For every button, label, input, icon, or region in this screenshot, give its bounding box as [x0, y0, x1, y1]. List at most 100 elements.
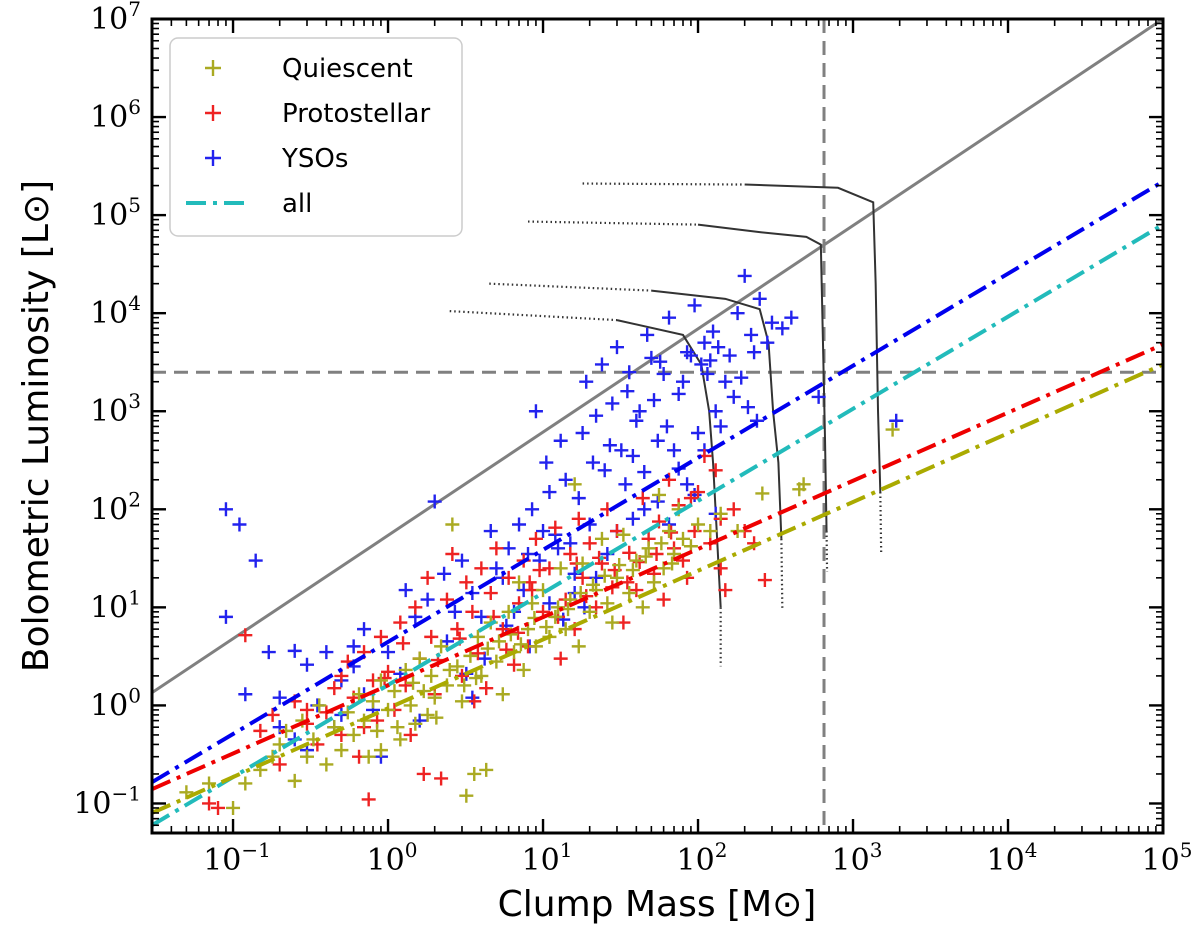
point-ysos: [662, 310, 677, 325]
point-protostellar: [467, 694, 482, 709]
point-ysos: [567, 566, 582, 581]
point-protostellar: [726, 502, 741, 517]
point-protostellar: [662, 472, 677, 487]
point-protostellar: [687, 524, 702, 539]
point-quiescent: [445, 517, 460, 532]
legend-label-quiescent: Quiescent: [282, 54, 413, 84]
point-ysos: [536, 524, 551, 539]
y-tick-label: 101: [90, 585, 141, 625]
point-ysos: [528, 404, 543, 419]
point-ysos: [740, 400, 755, 415]
point-quiescent: [703, 524, 718, 539]
point-ysos: [671, 386, 686, 401]
point-ysos: [218, 609, 233, 624]
point-ysos: [760, 335, 775, 350]
point-protostellar: [470, 646, 485, 661]
point-quiescent: [238, 776, 253, 791]
track-3-dotted: [527, 220, 699, 226]
point-protostellar: [489, 541, 504, 556]
point-protostellar: [575, 570, 590, 585]
track-1-dotted: [449, 310, 618, 322]
point-ysos: [427, 494, 442, 509]
fit-lines-layer: [152, 179, 1163, 827]
x-tick-label: 101: [522, 838, 573, 878]
point-quiescent: [479, 762, 494, 777]
point-quiescent: [179, 785, 194, 800]
point-ysos: [632, 404, 647, 419]
point-ysos: [474, 609, 489, 624]
point-quiescent: [539, 620, 554, 635]
point-ysos: [381, 645, 396, 660]
point-protostellar: [450, 622, 465, 637]
point-quiescent: [361, 749, 376, 764]
point-ysos: [357, 622, 372, 637]
point-protostellar: [434, 771, 449, 786]
point-ysos: [726, 389, 741, 404]
point-quiescent: [885, 422, 900, 437]
point-ysos: [730, 306, 745, 321]
data-points-layer: [179, 268, 904, 815]
point-ysos: [722, 348, 737, 363]
point-ysos: [747, 345, 762, 360]
legend-entry-ysos: YSOs: [205, 144, 348, 174]
point-quiescent: [676, 531, 691, 546]
evolutionary-tracks-layer: [449, 182, 883, 667]
point-quiescent: [492, 634, 507, 649]
point-quiescent: [416, 684, 431, 699]
point-quiescent: [573, 586, 588, 601]
point-protostellar: [393, 615, 408, 630]
point-ysos: [764, 315, 779, 330]
point-ysos: [542, 596, 557, 611]
point-ysos: [708, 404, 723, 419]
point-ysos: [558, 472, 573, 487]
point-protostellar: [403, 727, 418, 742]
point-ysos: [737, 268, 752, 283]
point-protostellar: [571, 511, 586, 526]
fit-line-protostellar: [152, 342, 1163, 791]
point-quiescent: [346, 727, 361, 742]
y-tick-label: 102: [90, 487, 141, 527]
track-4-tail: [879, 492, 883, 555]
point-quiescent: [625, 563, 640, 578]
y-tick-label: 104: [90, 291, 141, 331]
point-protostellar: [420, 570, 435, 585]
point-protostellar: [649, 547, 664, 562]
x-tick-label: 100: [367, 838, 418, 878]
point-quiescent: [513, 637, 528, 652]
point-quiescent: [454, 694, 469, 709]
legend-label-protostellar: Protostellar: [282, 99, 430, 129]
point-protostellar: [238, 628, 253, 643]
x-tick-label: 102: [677, 838, 728, 878]
point-quiescent: [469, 671, 484, 686]
point-ysos: [711, 340, 726, 355]
point-ysos: [644, 350, 659, 365]
point-ysos: [706, 324, 721, 339]
point-ysos: [620, 384, 635, 399]
point-ysos: [454, 553, 469, 568]
point-quiescent: [457, 678, 472, 693]
point-quiescent: [412, 651, 427, 666]
point-quiescent: [600, 596, 615, 611]
point-quiescent: [641, 541, 656, 556]
point-protostellar: [718, 583, 733, 598]
point-ysos: [811, 389, 826, 404]
point-quiescent: [635, 600, 650, 615]
point-ysos: [713, 419, 728, 434]
point-quiescent: [373, 673, 388, 688]
point-quiescent: [553, 561, 568, 576]
point-ysos: [551, 541, 566, 556]
point-ysos: [680, 477, 695, 492]
point-protostellar: [483, 586, 498, 601]
point-protostellar: [253, 723, 268, 738]
point-quiescent: [796, 477, 811, 492]
point-ysos: [575, 425, 590, 440]
point-quiescent: [654, 536, 669, 551]
point-protostellar: [327, 681, 342, 696]
y-tick-label: 106: [90, 95, 141, 135]
track-2-dotted: [489, 282, 652, 292]
point-ysos: [629, 413, 644, 428]
point-ysos: [232, 517, 247, 532]
point-protostellar: [622, 545, 637, 560]
point-quiescent: [597, 568, 612, 583]
